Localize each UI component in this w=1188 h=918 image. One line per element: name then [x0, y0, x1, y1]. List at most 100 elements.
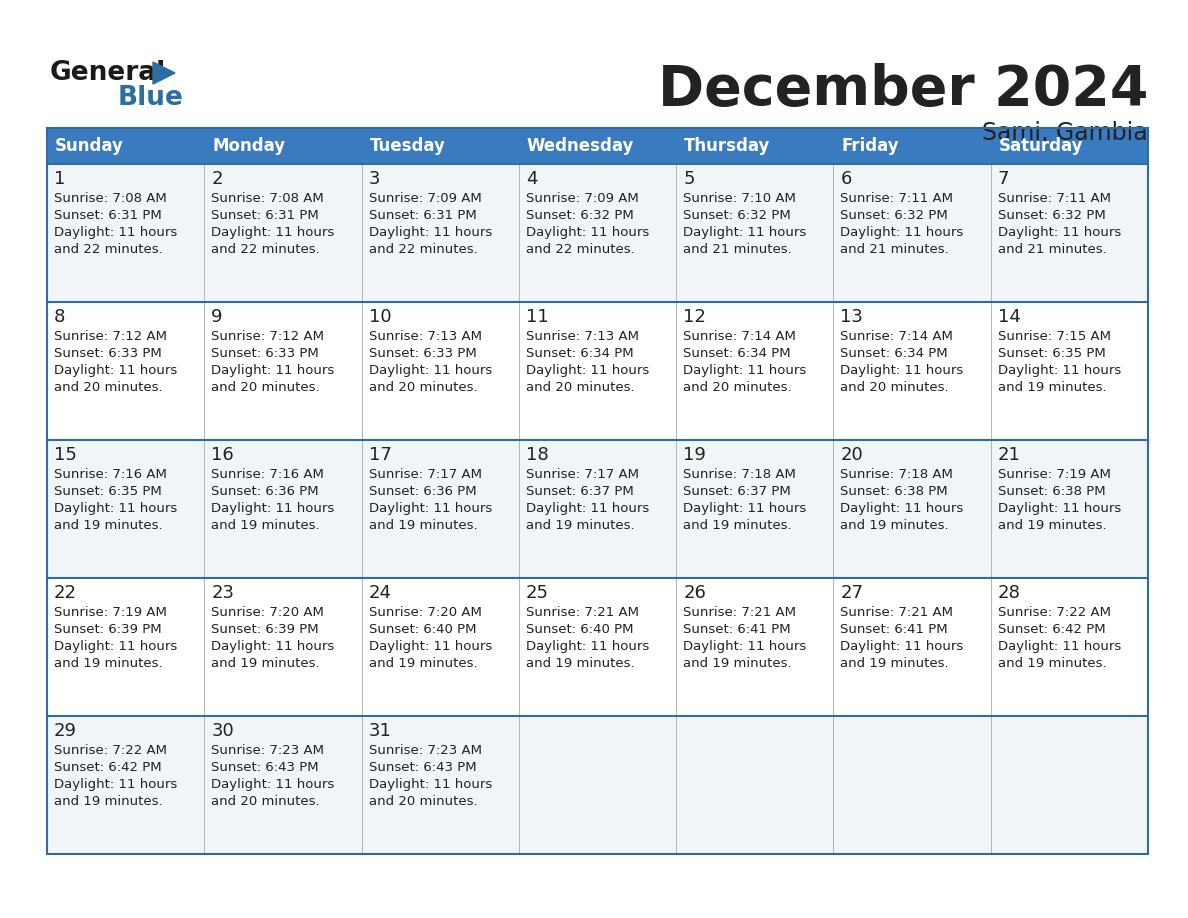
Text: 4: 4	[526, 170, 537, 188]
Text: Sunset: 6:38 PM: Sunset: 6:38 PM	[998, 485, 1105, 498]
Text: and 19 minutes.: and 19 minutes.	[211, 519, 320, 532]
Text: Sunset: 6:33 PM: Sunset: 6:33 PM	[211, 347, 320, 360]
Text: Sunset: 6:31 PM: Sunset: 6:31 PM	[53, 209, 162, 222]
Text: Sunset: 6:35 PM: Sunset: 6:35 PM	[53, 485, 162, 498]
Text: Tuesday: Tuesday	[369, 137, 446, 155]
Text: Sunrise: 7:09 AM: Sunrise: 7:09 AM	[368, 192, 481, 205]
Text: and 19 minutes.: and 19 minutes.	[53, 657, 163, 670]
Text: 15: 15	[53, 446, 77, 464]
Text: Sunset: 6:35 PM: Sunset: 6:35 PM	[998, 347, 1106, 360]
Text: and 19 minutes.: and 19 minutes.	[683, 519, 791, 532]
Text: Daylight: 11 hours: Daylight: 11 hours	[53, 778, 177, 791]
Text: Sunset: 6:42 PM: Sunset: 6:42 PM	[53, 761, 162, 774]
Text: 21: 21	[998, 446, 1020, 464]
Text: Daylight: 11 hours: Daylight: 11 hours	[526, 640, 649, 653]
Text: and 19 minutes.: and 19 minutes.	[53, 795, 163, 808]
Text: Daylight: 11 hours: Daylight: 11 hours	[998, 364, 1121, 377]
Text: Sunrise: 7:20 AM: Sunrise: 7:20 AM	[368, 606, 481, 619]
Text: Sunset: 6:40 PM: Sunset: 6:40 PM	[526, 623, 633, 636]
Text: 18: 18	[526, 446, 549, 464]
Text: and 19 minutes.: and 19 minutes.	[683, 657, 791, 670]
Text: Sunset: 6:34 PM: Sunset: 6:34 PM	[526, 347, 633, 360]
Text: Sunset: 6:43 PM: Sunset: 6:43 PM	[368, 761, 476, 774]
Text: Daylight: 11 hours: Daylight: 11 hours	[683, 364, 807, 377]
Text: and 22 minutes.: and 22 minutes.	[211, 243, 320, 256]
Text: and 19 minutes.: and 19 minutes.	[526, 657, 634, 670]
Text: Sunrise: 7:19 AM: Sunrise: 7:19 AM	[998, 468, 1111, 481]
Text: Sunset: 6:37 PM: Sunset: 6:37 PM	[526, 485, 633, 498]
Text: Sunrise: 7:14 AM: Sunrise: 7:14 AM	[683, 330, 796, 343]
Text: Sunrise: 7:18 AM: Sunrise: 7:18 AM	[840, 468, 953, 481]
Text: 30: 30	[211, 722, 234, 740]
Text: and 21 minutes.: and 21 minutes.	[998, 243, 1106, 256]
Text: Sunrise: 7:12 AM: Sunrise: 7:12 AM	[53, 330, 168, 343]
Text: 19: 19	[683, 446, 706, 464]
Text: Sunset: 6:34 PM: Sunset: 6:34 PM	[683, 347, 791, 360]
Text: Sunrise: 7:21 AM: Sunrise: 7:21 AM	[840, 606, 954, 619]
Text: 7: 7	[998, 170, 1010, 188]
Text: Sunset: 6:38 PM: Sunset: 6:38 PM	[840, 485, 948, 498]
Text: Daylight: 11 hours: Daylight: 11 hours	[53, 640, 177, 653]
Text: 13: 13	[840, 308, 864, 326]
Text: Daylight: 11 hours: Daylight: 11 hours	[526, 226, 649, 239]
Text: Sunrise: 7:15 AM: Sunrise: 7:15 AM	[998, 330, 1111, 343]
Text: Sunset: 6:42 PM: Sunset: 6:42 PM	[998, 623, 1105, 636]
Text: Sunrise: 7:17 AM: Sunrise: 7:17 AM	[368, 468, 481, 481]
Text: Daylight: 11 hours: Daylight: 11 hours	[368, 778, 492, 791]
Text: Sunrise: 7:10 AM: Sunrise: 7:10 AM	[683, 192, 796, 205]
Text: December 2024: December 2024	[658, 63, 1148, 117]
Bar	[48, 128, 1148, 164]
Text: Monday: Monday	[213, 137, 285, 155]
Text: Daylight: 11 hours: Daylight: 11 hours	[211, 640, 335, 653]
Text: Sunrise: 7:11 AM: Sunrise: 7:11 AM	[840, 192, 954, 205]
Text: Sunrise: 7:08 AM: Sunrise: 7:08 AM	[211, 192, 324, 205]
Text: Daylight: 11 hours: Daylight: 11 hours	[368, 502, 492, 515]
Text: 26: 26	[683, 584, 706, 602]
Text: and 22 minutes.: and 22 minutes.	[53, 243, 163, 256]
Text: Daylight: 11 hours: Daylight: 11 hours	[211, 502, 335, 515]
Bar	[48, 302, 1148, 440]
Text: Wednesday: Wednesday	[526, 137, 634, 155]
Text: Sunset: 6:36 PM: Sunset: 6:36 PM	[211, 485, 318, 498]
Bar	[48, 440, 1148, 578]
Text: Daylight: 11 hours: Daylight: 11 hours	[840, 640, 963, 653]
Text: and 20 minutes.: and 20 minutes.	[840, 381, 949, 394]
Text: Sunset: 6:32 PM: Sunset: 6:32 PM	[998, 209, 1106, 222]
Text: Sunrise: 7:23 AM: Sunrise: 7:23 AM	[211, 744, 324, 757]
Text: Sunset: 6:36 PM: Sunset: 6:36 PM	[368, 485, 476, 498]
Text: 31: 31	[368, 722, 392, 740]
Text: and 20 minutes.: and 20 minutes.	[368, 381, 478, 394]
Text: Sunrise: 7:21 AM: Sunrise: 7:21 AM	[526, 606, 639, 619]
Text: 1: 1	[53, 170, 65, 188]
Text: 17: 17	[368, 446, 392, 464]
Text: Saturday: Saturday	[999, 137, 1083, 155]
Text: and 22 minutes.: and 22 minutes.	[526, 243, 634, 256]
Text: 14: 14	[998, 308, 1020, 326]
Text: Daylight: 11 hours: Daylight: 11 hours	[211, 364, 335, 377]
Text: Sunrise: 7:13 AM: Sunrise: 7:13 AM	[526, 330, 639, 343]
Text: General: General	[50, 60, 166, 86]
Polygon shape	[153, 62, 175, 84]
Text: 9: 9	[211, 308, 223, 326]
Text: Sunset: 6:34 PM: Sunset: 6:34 PM	[840, 347, 948, 360]
Text: Sunrise: 7:09 AM: Sunrise: 7:09 AM	[526, 192, 639, 205]
Text: 28: 28	[998, 584, 1020, 602]
Text: Daylight: 11 hours: Daylight: 11 hours	[368, 640, 492, 653]
Text: and 19 minutes.: and 19 minutes.	[368, 519, 478, 532]
Text: Sunrise: 7:23 AM: Sunrise: 7:23 AM	[368, 744, 481, 757]
Text: Daylight: 11 hours: Daylight: 11 hours	[53, 502, 177, 515]
Text: and 21 minutes.: and 21 minutes.	[683, 243, 792, 256]
Text: Sunset: 6:40 PM: Sunset: 6:40 PM	[368, 623, 476, 636]
Text: and 19 minutes.: and 19 minutes.	[840, 657, 949, 670]
Text: 11: 11	[526, 308, 549, 326]
Text: Sunset: 6:32 PM: Sunset: 6:32 PM	[526, 209, 633, 222]
Text: Sunrise: 7:12 AM: Sunrise: 7:12 AM	[211, 330, 324, 343]
Text: Sunset: 6:32 PM: Sunset: 6:32 PM	[840, 209, 948, 222]
Text: 6: 6	[840, 170, 852, 188]
Text: Sunset: 6:39 PM: Sunset: 6:39 PM	[53, 623, 162, 636]
Text: Sunrise: 7:16 AM: Sunrise: 7:16 AM	[53, 468, 166, 481]
Text: Sunset: 6:39 PM: Sunset: 6:39 PM	[211, 623, 318, 636]
Text: Sunset: 6:43 PM: Sunset: 6:43 PM	[211, 761, 318, 774]
Text: and 19 minutes.: and 19 minutes.	[53, 519, 163, 532]
Text: Sunset: 6:32 PM: Sunset: 6:32 PM	[683, 209, 791, 222]
